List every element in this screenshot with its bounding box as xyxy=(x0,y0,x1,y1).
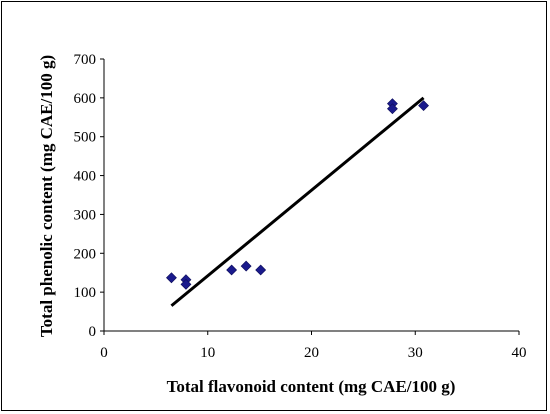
x-tick-label: 30 xyxy=(408,345,423,361)
data-points xyxy=(166,98,429,290)
x-tick-label: 40 xyxy=(512,345,527,361)
data-point xyxy=(240,260,252,272)
y-tick-label: 200 xyxy=(74,246,97,262)
data-point xyxy=(387,103,398,115)
y-tick-label: 100 xyxy=(74,285,97,301)
x-axis-ticks: 0 10 20 30 40 xyxy=(100,331,527,361)
y-tick-label: 700 xyxy=(74,52,97,68)
x-tick-label: 20 xyxy=(304,345,319,361)
y-axis-title: Total phenolic content (mg CAE/100 g) xyxy=(37,55,56,337)
x-axis-title: Total flavonoid content (mg CAE/100 g) xyxy=(167,377,456,396)
data-point xyxy=(226,264,238,276)
y-tick-label: 400 xyxy=(74,169,97,185)
data-point xyxy=(166,272,177,284)
y-tick-label: 0 xyxy=(89,324,97,340)
y-tick-label: 600 xyxy=(74,91,97,107)
y-axis-ticks: 0 100 200 300 400 500 600 700 xyxy=(74,52,104,340)
data-point xyxy=(418,100,429,112)
x-tick-label: 0 xyxy=(100,345,108,361)
data-point xyxy=(255,264,267,276)
data-point xyxy=(180,278,192,290)
y-tick-label: 300 xyxy=(74,207,97,223)
trendline xyxy=(170,96,425,307)
y-tick-label: 500 xyxy=(74,130,97,146)
x-tick-label: 10 xyxy=(200,345,215,361)
